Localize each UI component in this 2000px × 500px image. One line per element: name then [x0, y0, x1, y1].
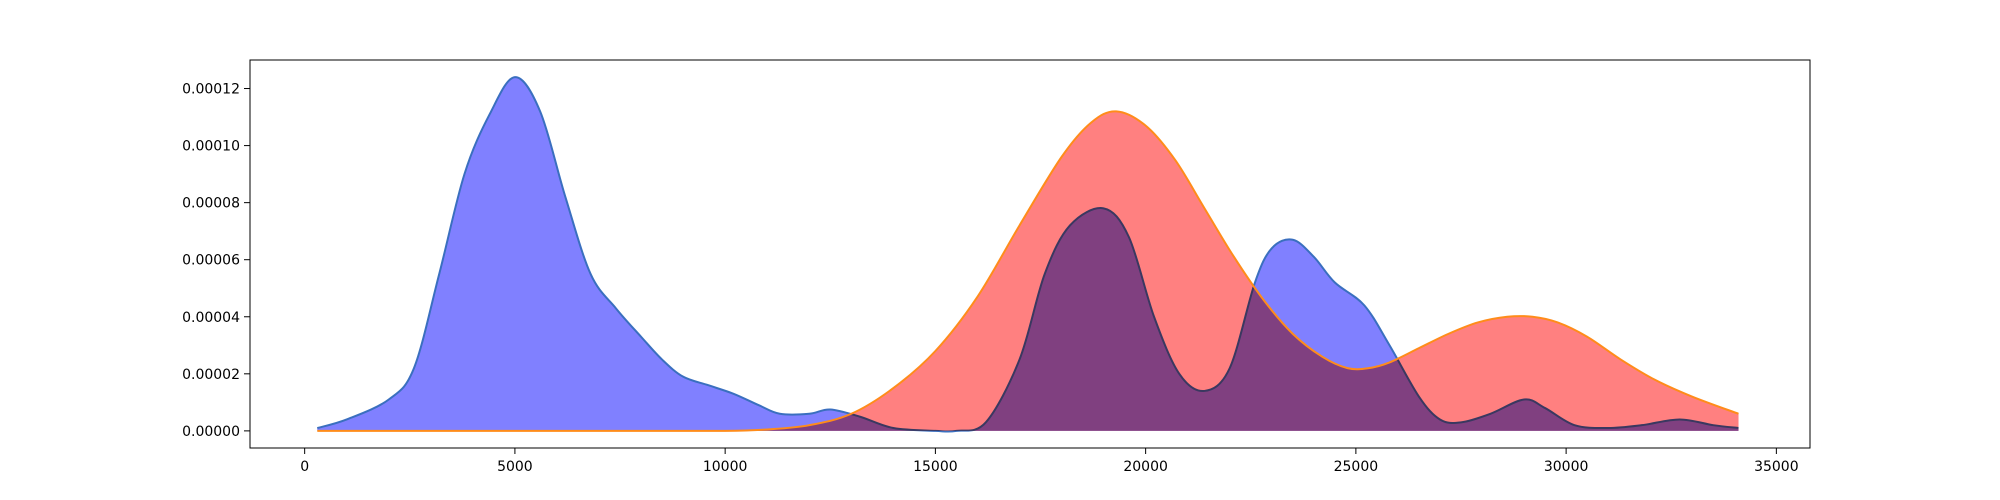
- x-tick-label: 0: [300, 459, 309, 475]
- x-axis: 0 5000 10000 15000 20000 25000 30000 35000: [300, 448, 1799, 475]
- y-tick-label: 0.00000: [182, 424, 240, 440]
- y-tick-label: 0.00010: [182, 139, 240, 155]
- y-tick-label: 0.00012: [182, 82, 240, 98]
- x-tick-label: 20000: [1123, 459, 1168, 475]
- y-tick-label: 0.00002: [182, 367, 240, 383]
- plot-area: [317, 76, 1739, 433]
- x-tick-label: 35000: [1754, 459, 1799, 475]
- x-tick-label: 10000: [703, 459, 748, 475]
- x-tick-label: 25000: [1334, 459, 1379, 475]
- series-2-area: [317, 111, 1739, 431]
- y-axis: 0.00000 0.00002 0.00004 0.00006 0.00008 0.000…: [182, 82, 250, 440]
- y-tick-label: 0.00004: [182, 310, 240, 326]
- x-tick-label: 15000: [913, 459, 958, 475]
- x-tick-label: 30000: [1544, 459, 1589, 475]
- series-2-line: [317, 110, 1739, 432]
- y-tick-label: 0.00006: [182, 253, 240, 269]
- plot-frame: [249, 59, 1811, 449]
- series-1-area: [317, 77, 1739, 432]
- y-tick-label: 0.00008: [182, 196, 240, 212]
- x-tick-label: 5000: [497, 459, 533, 475]
